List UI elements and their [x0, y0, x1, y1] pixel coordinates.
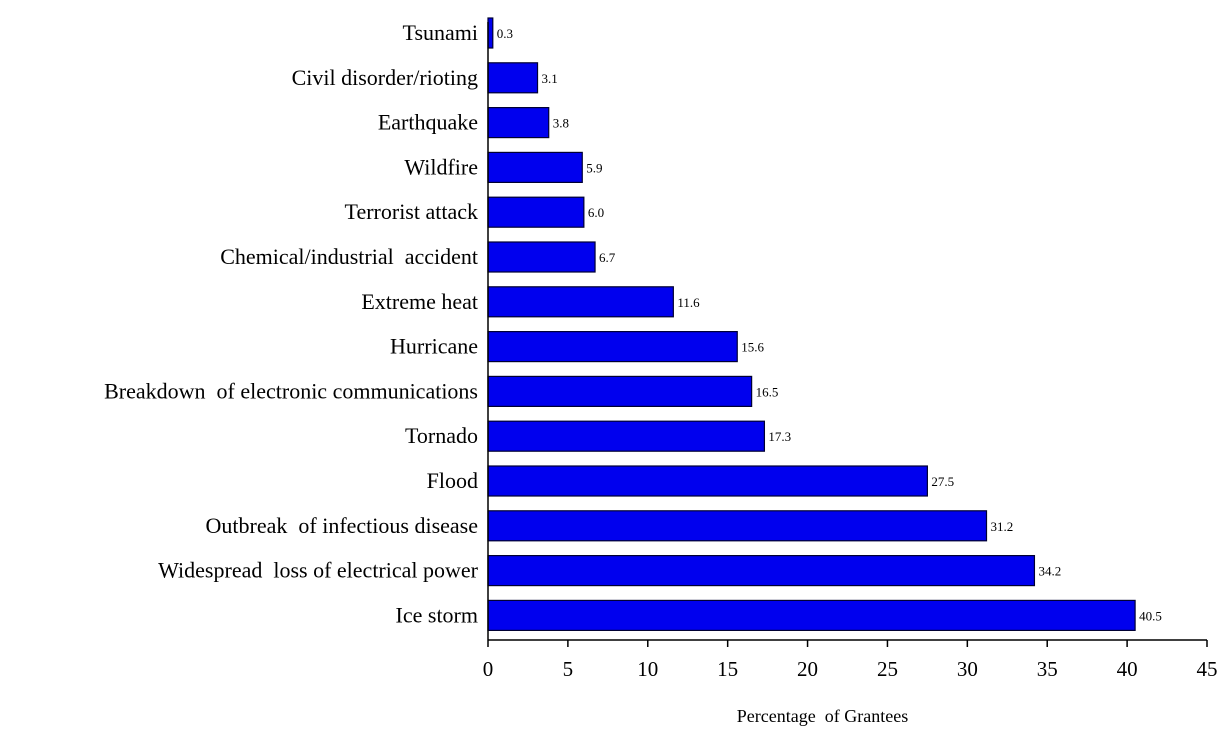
category-label-ice-storm: Ice storm — [396, 602, 478, 627]
x-tick-label-30: 30 — [957, 657, 978, 681]
value-label-earthquake: 3.8 — [553, 116, 569, 131]
value-label-tsunami: 0.3 — [497, 26, 513, 41]
value-label-terrorist-attack: 6.0 — [588, 205, 604, 220]
category-label-breakdown-of-electronic-communications: Breakdown of electronic communications — [104, 378, 478, 403]
x-tick-label-15: 15 — [717, 657, 738, 681]
x-tick-label-5: 5 — [563, 657, 574, 681]
bar-breakdown-of-electronic-communications — [487, 375, 753, 407]
category-label-extreme-heat: Extreme heat — [361, 289, 478, 314]
value-label-chemical-industrial-accident: 6.7 — [599, 250, 616, 265]
category-label-outbreak-of-infectious-disease: Outbreak of infectious disease — [206, 513, 478, 538]
x-axis-title: Percentage of Grantees — [737, 706, 908, 726]
category-label-terrorist-attack: Terrorist attack — [345, 199, 478, 224]
bar-tornado — [487, 420, 766, 452]
value-label-wildfire: 5.9 — [586, 160, 602, 175]
x-tick-label-10: 10 — [637, 657, 658, 681]
value-labels-group: 0.3 3.1 3.8 5.9 6.0 6.7 11.6 15.6 16.5 17.3 27.5 31… — [497, 26, 1162, 623]
category-label-widespread-loss-of-electrical-power: Widespread loss of electrical power — [158, 558, 478, 583]
category-label-tsunami: Tsunami — [403, 20, 478, 45]
category-labels-group: Tsunami Civil disorder/rioting Earthquake W… — [104, 20, 479, 627]
x-tick-label-25: 25 — [877, 657, 898, 681]
value-label-hurricane: 15.6 — [741, 340, 764, 355]
bar-widespread-loss-of-electrical-power — [487, 554, 1036, 587]
bar-outbreak-of-infectious-disease — [487, 510, 988, 542]
category-label-flood: Flood — [427, 468, 478, 493]
category-label-wildfire: Wildfire — [404, 154, 478, 179]
bar-ice-storm — [487, 599, 1136, 632]
category-label-earthquake: Earthquake — [378, 110, 478, 135]
category-label-civil-disorder-rioting: Civil disorder/rioting — [292, 65, 478, 90]
bar-hurricane — [487, 331, 738, 363]
value-label-civil-disorder-rioting: 3.1 — [542, 71, 558, 86]
x-tick-label-35: 35 — [1037, 657, 1058, 681]
x-tick-label-20: 20 — [797, 657, 818, 681]
value-label-widespread-loss-of-electrical-power: 34.2 — [1038, 564, 1061, 579]
bar-extreme-heat — [487, 286, 674, 318]
category-label-hurricane: Hurricane — [390, 334, 478, 359]
x-tick-label-45: 45 — [1197, 657, 1218, 681]
bar-earthquake — [487, 106, 550, 139]
bar-chemical-industrial-accident — [487, 241, 596, 273]
bar-flood — [487, 465, 928, 497]
category-label-chemical-industrial-accident: Chemical/industrial accident — [220, 244, 478, 269]
x-tick-label-0: 0 — [483, 657, 494, 681]
value-label-ice-storm: 40.5 — [1139, 608, 1162, 623]
value-label-flood: 27.5 — [931, 474, 954, 489]
bars-group — [487, 17, 1136, 632]
value-label-breakdown-of-electronic-communications: 16.5 — [756, 384, 779, 399]
bar-civil-disorder-rioting — [487, 62, 539, 94]
value-label-outbreak-of-infectious-disease: 31.2 — [991, 519, 1014, 534]
bar-terrorist-attack — [487, 196, 585, 228]
value-label-tornado: 17.3 — [768, 429, 791, 444]
category-label-tornado: Tornado — [405, 423, 478, 448]
value-label-extreme-heat: 11.6 — [677, 295, 700, 310]
bar-wildfire — [487, 151, 583, 183]
x-ticks-group: 0 5 10 15 20 25 30 35 40 45 — [483, 640, 1218, 681]
x-tick-label-40: 40 — [1117, 657, 1138, 681]
